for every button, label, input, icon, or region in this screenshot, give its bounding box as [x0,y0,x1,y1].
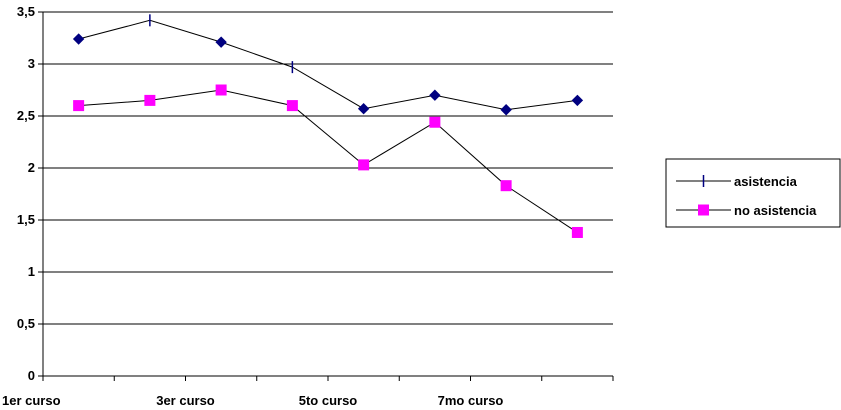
y-tick-label: 2 [28,160,35,175]
series-no-asistencia [73,84,583,238]
legend-box [665,158,841,228]
x-tick-labels: 1er curso 3er curso 5to curso 7mo curso [2,393,503,408]
square-marker [73,100,85,112]
series-line [78,89,578,233]
gridlines [43,11,613,325]
x-tick-label: 7mo curso [438,393,504,408]
diamond-marker [429,89,441,101]
legend-label: asistencia [734,174,798,189]
y-tick-label: 1,5 [17,212,35,227]
square-marker [429,116,441,128]
y-tick-labels: 0 0,5 1 1,5 2 2,5 3 3,5 [17,4,35,383]
square-marker [215,84,227,96]
square-marker [500,180,512,192]
y-tick-label: 2,5 [17,108,35,123]
square-marker [286,100,298,112]
legend-label: no asistencia [734,203,817,218]
y-tick-label: 0 [28,368,35,383]
x-tick-label: 1er curso [2,393,61,408]
y-tick-label: 3 [28,56,35,71]
diamond-marker [215,36,227,48]
diamond-marker [500,104,512,116]
series-line [78,19,578,111]
y-tick-label: 0,5 [17,316,35,331]
square-marker [358,159,370,171]
diamond-marker [357,103,370,115]
y-tick-label: 3,5 [17,4,35,19]
x-tick-label: 5to curso [299,393,358,408]
y-tick-label: 1 [28,264,35,279]
square-marker [571,226,583,238]
square-marker [698,204,709,216]
square-marker [144,94,156,106]
diamond-marker [72,33,85,45]
axes [38,11,614,381]
legend-item: asistencia [676,174,798,189]
series-group [72,14,584,238]
x-tick-label: 3er curso [156,393,215,408]
diamond-marker [571,94,584,107]
legend-item: no asistencia [676,203,817,218]
series-asistencia [72,14,584,116]
legend: asistencia no asistencia [665,158,841,228]
